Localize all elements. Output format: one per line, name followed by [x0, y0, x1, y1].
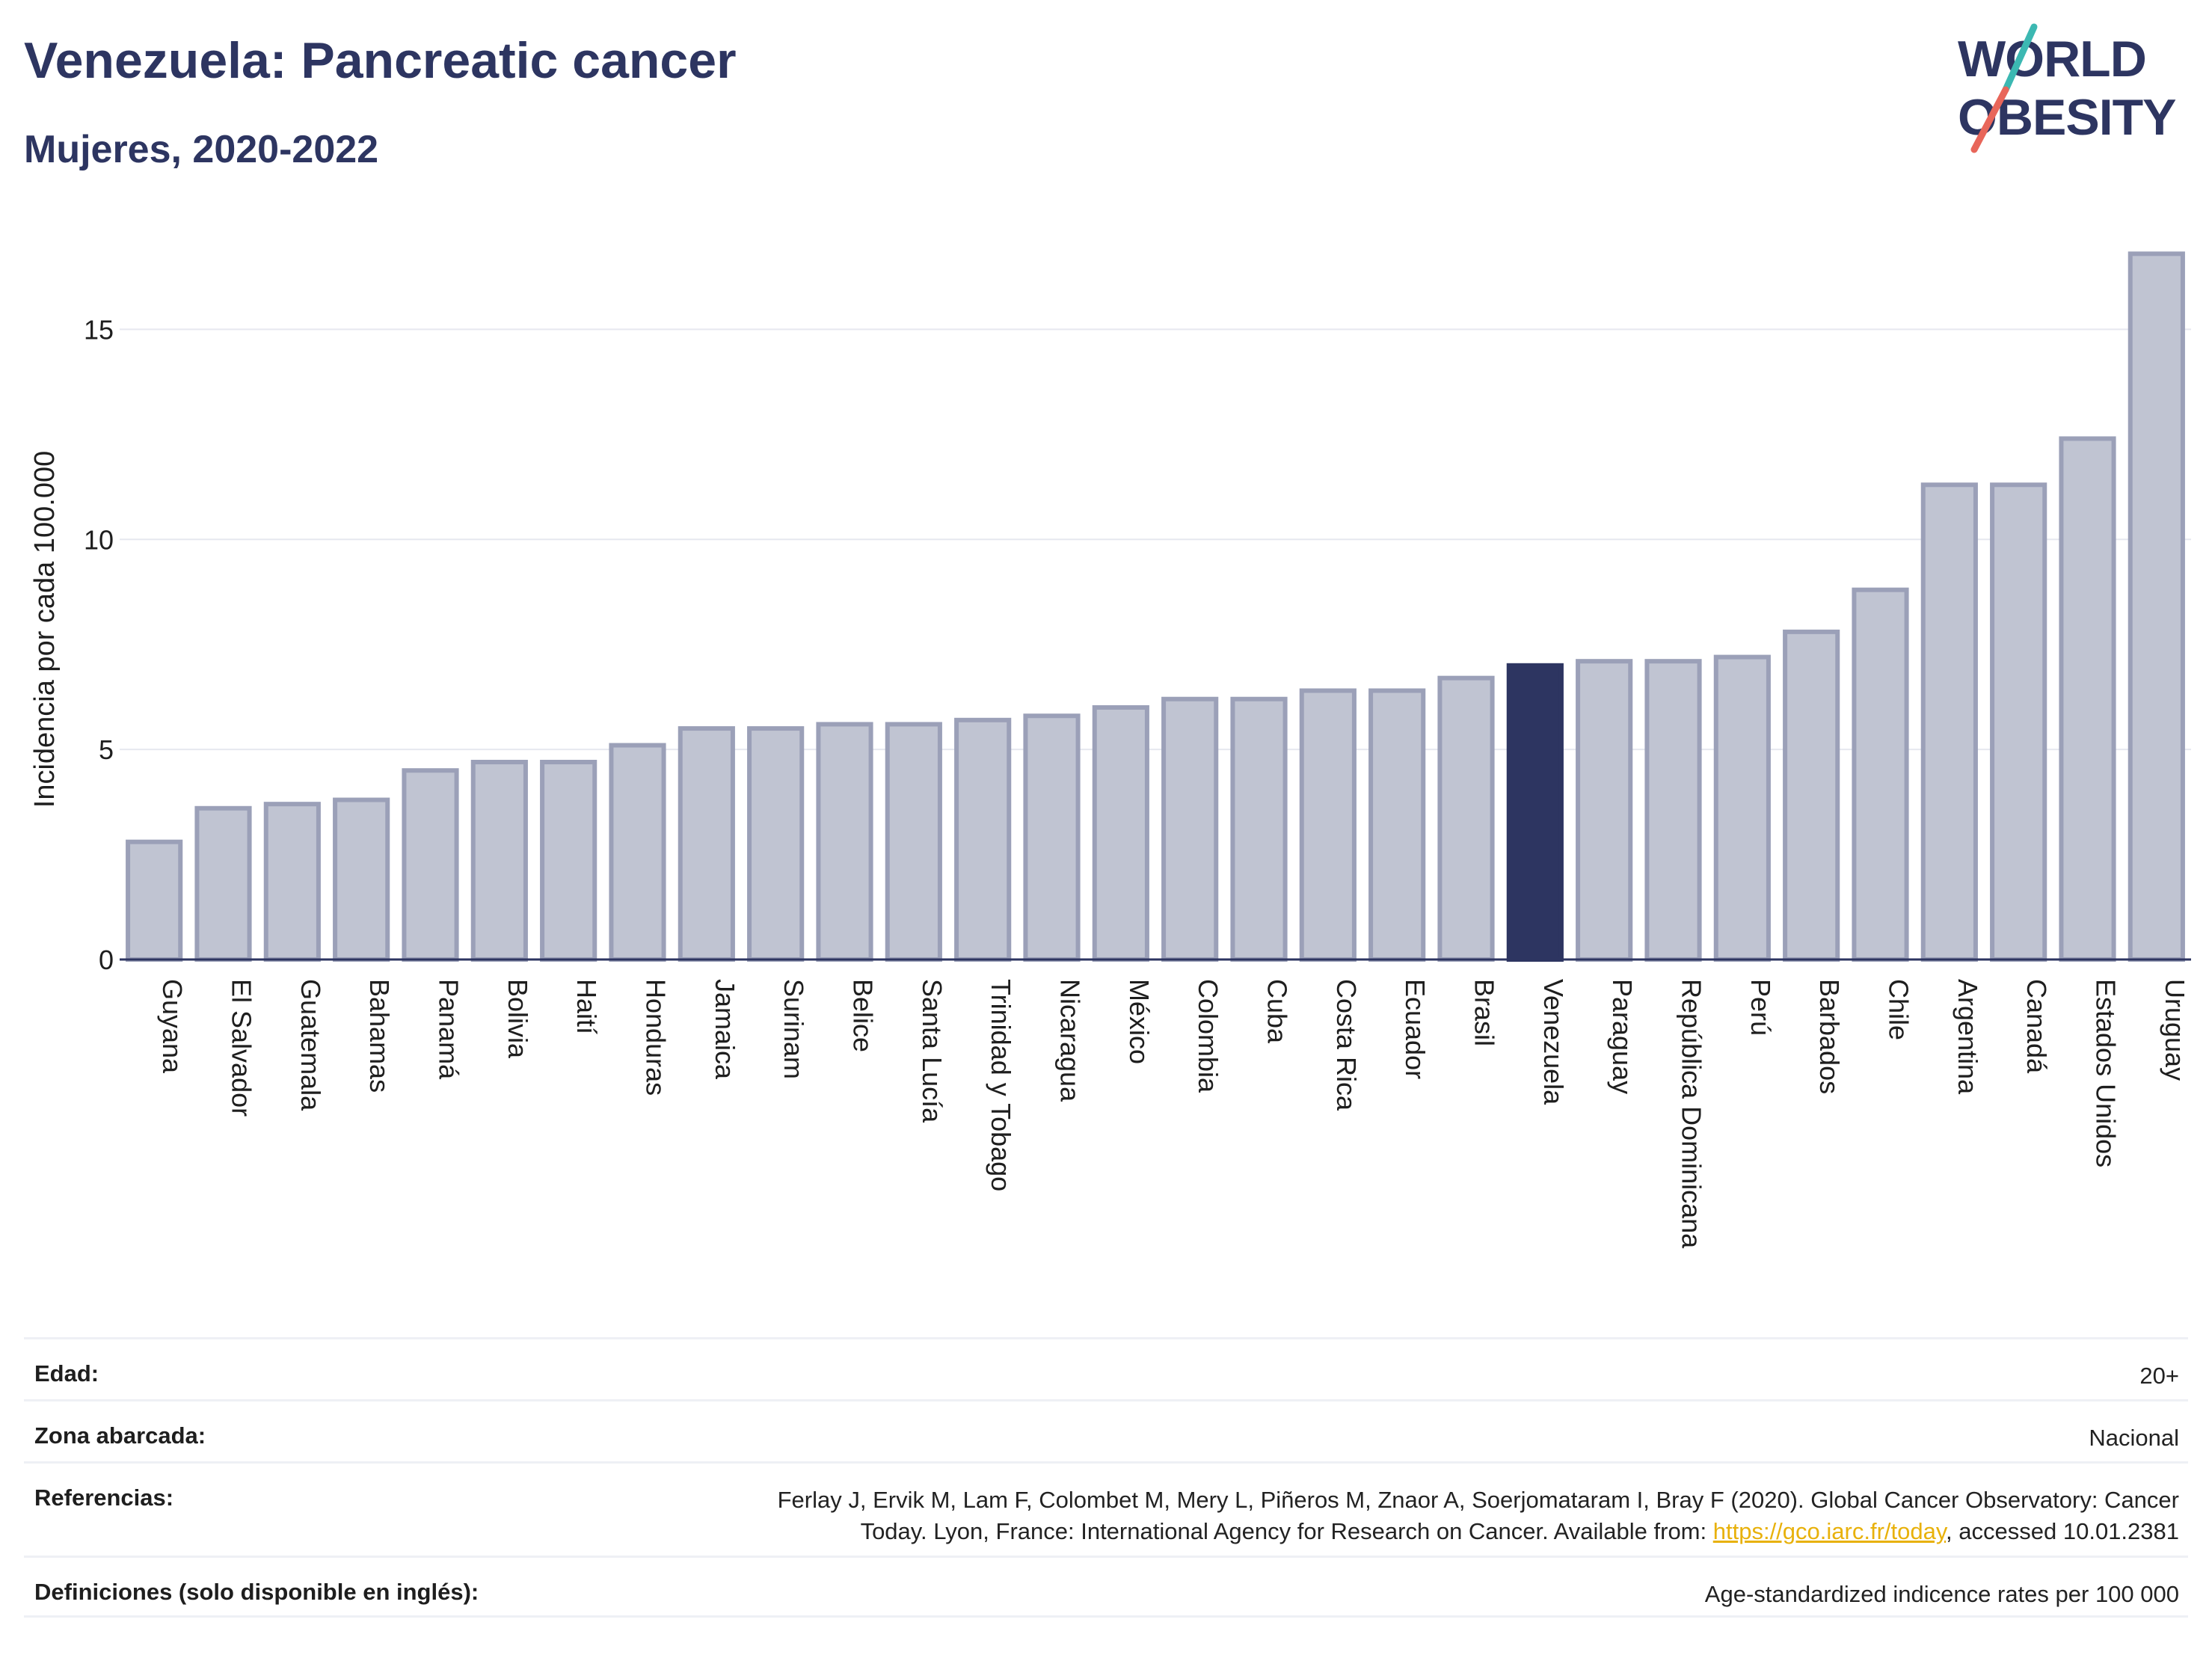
x-tick-label: Argentina: [1953, 979, 1983, 1095]
definitions-label: Definiciones (solo disponible en inglés)…: [34, 1579, 479, 1605]
area-label: Zona abarcada:: [34, 1422, 206, 1449]
bar-costa-rica: [1299, 688, 1357, 962]
x-tick-label: Ecuador: [1400, 979, 1431, 1079]
y-tick-label: 15: [84, 314, 114, 345]
world-obesity-logo: WORLD OBESITY: [1958, 23, 2177, 153]
chart-y-ticks: 0 5 10 15: [84, 314, 114, 975]
x-tick-label: Colombia: [1193, 979, 1223, 1093]
x-tick-label: Bolivia: [503, 979, 533, 1059]
x-tick-label: Nicaragua: [1055, 979, 1086, 1102]
bar-perú: [1713, 654, 1771, 962]
bar-santa-lucía: [885, 722, 942, 962]
age-value: 20+: [2139, 1363, 2179, 1389]
bar-bahamas: [333, 797, 390, 962]
x-tick-label: Brasil: [1469, 979, 1500, 1046]
bar-chart: 0 5 10 15 Guyana El Salvador Guatemala Bahamas…: [29, 251, 2191, 1249]
page-subtitle: Mujeres, 2020-2022: [24, 128, 379, 171]
x-tick-label: Uruguay: [2160, 979, 2190, 1081]
x-tick-label: Barbados: [1814, 979, 1845, 1094]
y-tick-label: 5: [99, 734, 114, 765]
bar-guyana: [126, 839, 183, 962]
bar-colombia: [1161, 696, 1219, 962]
x-tick-label: Bahamas: [364, 979, 395, 1093]
y-tick-label: 0: [99, 945, 114, 975]
x-tick-label: Belice: [848, 979, 879, 1052]
y-tick-label: 10: [84, 524, 114, 555]
x-tick-label: Venezuela: [1538, 979, 1569, 1105]
references-link[interactable]: https://gco.iarc.fr/today: [1712, 1518, 1947, 1544]
x-tick-label: Paraguay: [1607, 979, 1638, 1094]
x-tick-label: Estados Unidos: [2091, 979, 2122, 1167]
bar-barbados: [1783, 629, 1840, 962]
bar-canadá: [1990, 482, 2047, 962]
x-tick-label: Honduras: [641, 979, 672, 1096]
logo-slash-bottom: [1970, 86, 2009, 153]
x-tick-label: Haití: [571, 979, 602, 1034]
age-label: Edad:: [34, 1360, 99, 1387]
x-tick-label: República Dominicana: [1677, 979, 1707, 1249]
bar-belice: [816, 722, 873, 962]
x-tick-label: Costa Rica: [1331, 979, 1362, 1111]
footer-row-definitions: Definiciones (solo disponible en inglés)…: [24, 1556, 2188, 1618]
x-tick-label: Perú: [1745, 979, 1776, 1036]
references-line1: Ferlay J, Ervik M, Lam F, Colombet M, Me…: [777, 1487, 2179, 1513]
y-axis-label: Incidencia por cada 100.000: [29, 451, 61, 808]
chart-x-ticks: Guyana El Salvador Guatemala Bahamas Panamá B…: [157, 979, 2190, 1249]
definitions-value: Age-standardized indicence rates per 100…: [1704, 1581, 2179, 1607]
bar-paraguay: [1576, 659, 1633, 962]
references-value: Ferlay J, Ervik M, Lam F, Colombet M, Me…: [778, 1484, 2179, 1547]
x-tick-label: Jamaica: [710, 979, 740, 1080]
x-tick-label: Canadá: [2021, 979, 2052, 1074]
bar-guatemala: [263, 802, 321, 962]
bar-surinam: [747, 726, 805, 962]
references-label: Referencias:: [34, 1484, 174, 1511]
bar-república-dominicana: [1644, 659, 1702, 962]
references-line2-pre: Today. Lyon, France: International Agenc…: [860, 1518, 1713, 1544]
x-tick-label: Cuba: [1262, 979, 1293, 1044]
bar-trinidad-y-tobago: [954, 717, 1012, 962]
area-value: Nacional: [2089, 1425, 2179, 1451]
chart-gridlines: [120, 328, 2191, 751]
chart-bars: [126, 251, 2185, 962]
bar-panamá: [402, 768, 459, 962]
x-tick-label: México: [1124, 979, 1155, 1064]
bar-brasil: [1437, 675, 1495, 962]
bar-méxico: [1092, 704, 1149, 962]
chart-footer: Edad: 20+ Zona abarcada: Nacional Refere…: [24, 1337, 2188, 1618]
footer-row-age: Edad: 20+: [24, 1337, 2188, 1399]
page-title: Venezuela: Pancreatic cancer: [24, 32, 737, 89]
bar-bolivia: [470, 759, 528, 962]
x-tick-label: Surinam: [778, 979, 809, 1079]
bar-venezuela: [1506, 663, 1564, 962]
x-tick-label: El Salvador: [227, 979, 257, 1117]
bar-chile: [1852, 587, 1909, 962]
x-tick-label: Guatemala: [295, 979, 326, 1111]
bar-jamaica: [678, 726, 735, 962]
logo-slash-top: [2002, 23, 2038, 93]
footer-row-area: Zona abarcada: Nacional: [24, 1399, 2188, 1461]
bar-uruguay: [2127, 251, 2185, 962]
x-tick-label: Chile: [1884, 979, 1914, 1040]
x-tick-label: Trinidad y Tobago: [986, 979, 1016, 1191]
bar-honduras: [609, 743, 666, 962]
bar-cuba: [1230, 696, 1288, 962]
bar-estados-unidos: [2059, 436, 2116, 962]
footer-row-references: Referencias: Ferlay J, Ervik M, Lam F, C…: [24, 1461, 2188, 1556]
bar-nicaragua: [1023, 713, 1081, 962]
bar-ecuador: [1368, 688, 1426, 962]
x-tick-label: Panamá: [434, 979, 464, 1080]
logo-line1: WORLD: [1958, 31, 2146, 87]
bar-haití: [540, 759, 597, 962]
x-tick-label: Guyana: [157, 979, 188, 1074]
x-tick-label: Santa Lucía: [917, 979, 947, 1123]
references-line2-post: , accessed 10.01.2381: [1946, 1518, 2179, 1544]
bar-el-salvador: [194, 805, 252, 962]
bar-argentina: [1920, 482, 1978, 962]
